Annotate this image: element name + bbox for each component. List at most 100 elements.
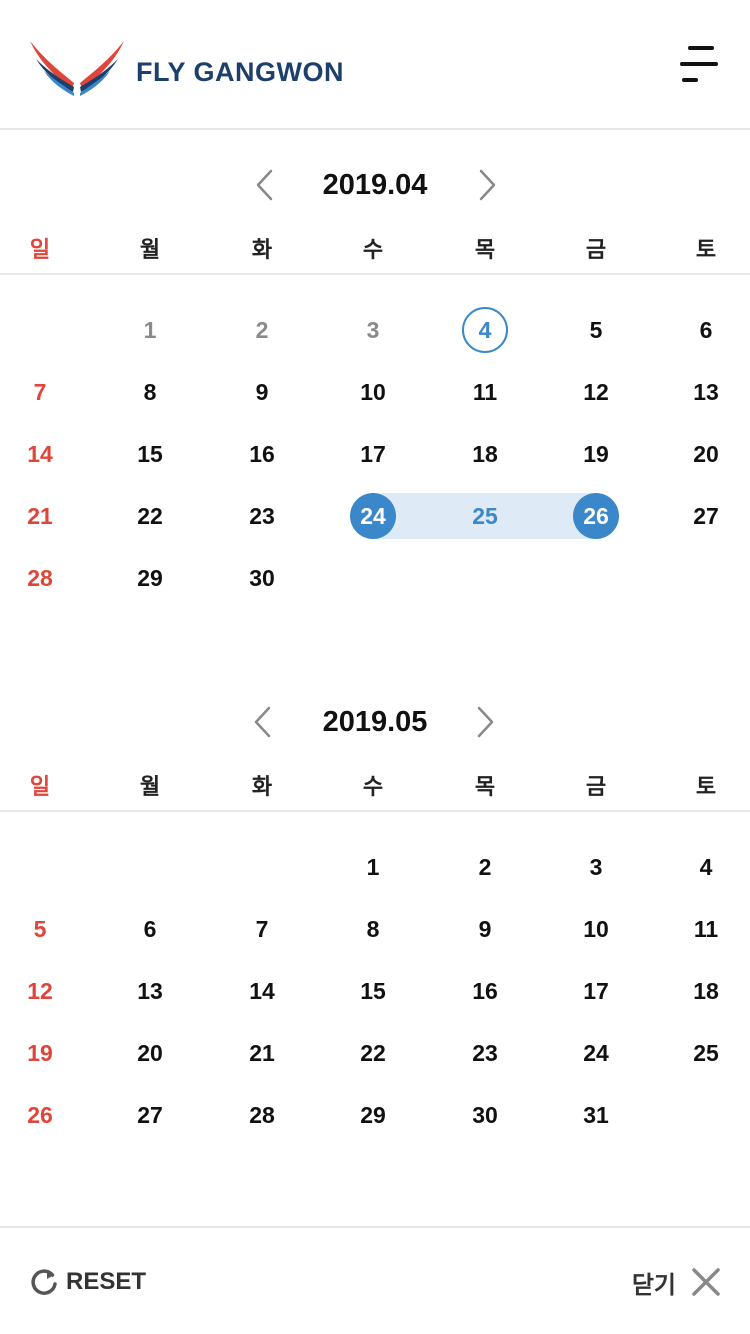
day-cell[interactable]: 27 [137, 1102, 163, 1128]
day-cell[interactable]: 9 [255, 379, 269, 405]
day-cell[interactable]: 27 [693, 503, 719, 529]
next-month-button[interactable] [466, 704, 502, 740]
day-cell[interactable]: 2 [478, 854, 492, 880]
day-cell[interactable]: 18 [472, 441, 498, 467]
day-cell[interactable]: 19 [27, 1040, 53, 1066]
day-cell[interactable]: 20 [137, 1040, 163, 1066]
day-cell[interactable]: 22 [360, 1040, 386, 1066]
day-cell[interactable]: 9 [478, 916, 492, 942]
weekday-label: 토 [695, 774, 717, 799]
day-cell[interactable]: 8 [143, 379, 157, 405]
calendar-month-april: 2019.04 일 월 화 수 목 금 토 1 2 3 4 5 6 7 8 9 10 11 12 13 14 15 16 17 1… [0, 155, 750, 665]
close-icon [692, 1268, 720, 1296]
day-cell[interactable]: 4 [699, 854, 713, 880]
day-cell[interactable]: 17 [360, 441, 386, 467]
month-title: 2019.05 [322, 706, 428, 738]
day-cell[interactable]: 13 [137, 978, 163, 1004]
day-cell[interactable]: 30 [472, 1102, 498, 1128]
day-cell[interactable]: 26 [27, 1102, 53, 1128]
weekday-label: 일 [29, 774, 51, 799]
day-cell[interactable]: 29 [360, 1102, 386, 1128]
day-cell[interactable]: 18 [693, 978, 719, 1004]
logo[interactable]: FLY GANGWON [28, 38, 368, 98]
day-cell[interactable]: 24 [583, 1040, 609, 1066]
day-cell[interactable]: 11 [472, 379, 498, 405]
weekday-label: 금 [585, 774, 607, 799]
day-cell[interactable]: 6 [699, 317, 713, 343]
month-header: 2019.04 [0, 155, 750, 215]
day-cell[interactable]: 2 [255, 317, 269, 343]
day-cell[interactable]: 12 [583, 379, 609, 405]
day-cell[interactable]: 6 [143, 916, 157, 942]
day-cell[interactable]: 23 [472, 1040, 498, 1066]
day-cell[interactable]: 5 [589, 317, 603, 343]
day-cell[interactable]: 22 [137, 503, 163, 529]
day-cell[interactable]: 28 [249, 1102, 275, 1128]
day-cell[interactable]: 14 [249, 978, 275, 1004]
day-cell[interactable]: 25 [472, 503, 498, 529]
day-cell[interactable]: 1 [143, 317, 157, 343]
close-button[interactable]: 닫기 [632, 1262, 722, 1302]
day-cell[interactable]: 30 [249, 565, 275, 591]
day-cell[interactable]: 28 [27, 565, 53, 591]
menu-icon-line-1 [688, 46, 714, 50]
day-cell[interactable]: 13 [693, 379, 719, 405]
day-cell[interactable]: 10 [583, 916, 609, 942]
day-cell[interactable]: 10 [360, 379, 386, 405]
weekday-label: 수 [362, 237, 384, 262]
day-cell[interactable]: 14 [27, 441, 53, 467]
calendar-month-may: 2019.05 일 월 화 수 목 금 토 1 2 3 4 5 6 7 8 9 10 11 12 13 14 15 16 17 1… [0, 692, 750, 1212]
day-cell[interactable]: 24 [350, 493, 396, 539]
day-cell[interactable]: 20 [693, 441, 719, 467]
day-cell[interactable]: 23 [249, 503, 275, 529]
day-cell[interactable]: 16 [249, 441, 275, 467]
weekday-label: 화 [251, 774, 273, 799]
menu-icon-line-3 [682, 78, 698, 82]
prev-month-button[interactable] [248, 167, 284, 203]
day-cell[interactable]: 1 [366, 854, 380, 880]
weekday-label: 화 [251, 237, 273, 262]
day-cell[interactable]: 11 [693, 916, 719, 942]
chevron-left-icon [254, 706, 271, 738]
day-cell[interactable]: 21 [249, 1040, 275, 1066]
day-cell[interactable]: 4 [462, 307, 508, 353]
day-cell[interactable]: 15 [360, 978, 386, 1004]
brand-name: FLY GANGWON [136, 56, 345, 87]
day-cell[interactable]: 17 [583, 978, 609, 1004]
weekday-divider [0, 810, 750, 812]
selected-range-band [373, 493, 596, 539]
wings-logo-icon [30, 41, 124, 96]
day-cell[interactable]: 26 [573, 493, 619, 539]
reset-button[interactable]: RESET [28, 1262, 146, 1302]
day-cell[interactable]: 12 [27, 978, 53, 1004]
prev-month-button[interactable] [246, 704, 282, 740]
day-cell[interactable]: 16 [472, 978, 498, 1004]
day-cell[interactable]: 3 [366, 317, 380, 343]
month-header: 2019.05 [0, 692, 750, 752]
weekday-label: 토 [695, 237, 717, 262]
weekday-divider [0, 273, 750, 275]
weekday-label: 월 [139, 774, 161, 799]
day-cell[interactable]: 25 [693, 1040, 719, 1066]
weekday-label: 금 [585, 237, 607, 262]
chevron-right-icon [477, 706, 494, 738]
weekday-label: 수 [362, 774, 384, 799]
day-cell[interactable]: 15 [137, 441, 163, 467]
day-cell[interactable]: 8 [366, 916, 380, 942]
day-cell[interactable]: 7 [33, 379, 47, 405]
day-cell[interactable]: 3 [589, 854, 603, 880]
day-cell[interactable]: 5 [33, 916, 47, 942]
weekday-label: 목 [474, 237, 496, 262]
day-cell[interactable]: 29 [137, 565, 163, 591]
day-cell[interactable]: 21 [27, 503, 53, 529]
day-cell[interactable]: 19 [583, 441, 609, 467]
day-cell[interactable]: 7 [255, 916, 269, 942]
calendar-footer: RESET 닫기 [0, 1226, 750, 1334]
menu-button[interactable] [680, 44, 722, 84]
day-cell[interactable]: 31 [583, 1102, 609, 1128]
chevron-left-icon [256, 169, 273, 201]
close-label: 닫기 [631, 1271, 676, 1299]
next-month-button[interactable] [468, 167, 504, 203]
